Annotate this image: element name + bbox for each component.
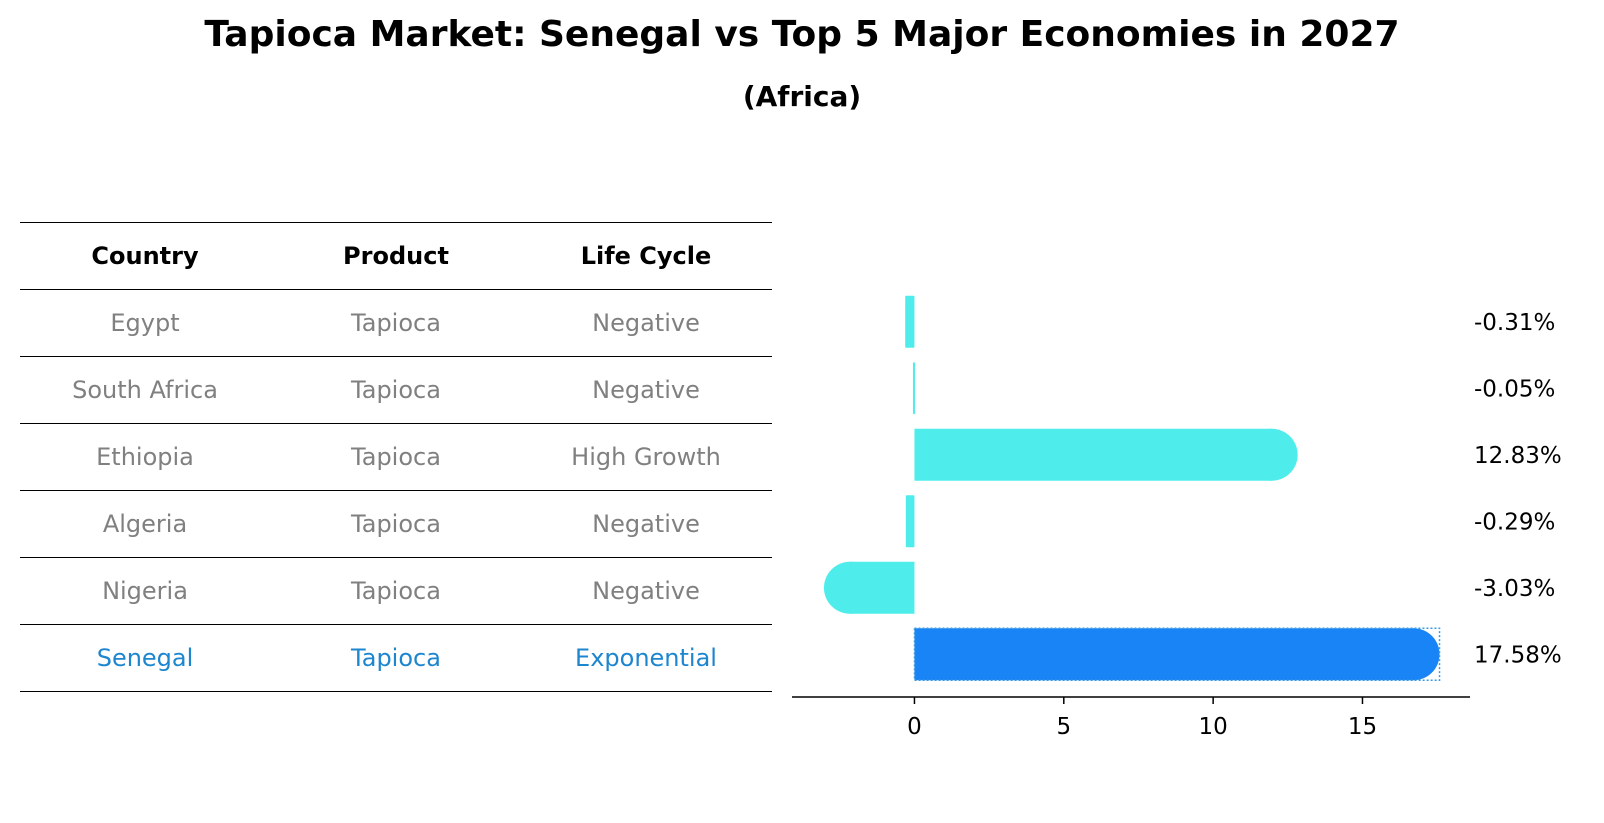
x-tick-label: 5 bbox=[1056, 714, 1071, 740]
x-tick-label: 10 bbox=[1198, 714, 1227, 740]
bar-ethiopia bbox=[914, 428, 1298, 481]
table-row-highlight: Senegal Tapioca Exponential bbox=[20, 624, 772, 692]
table-row: Algeria Tapioca Negative bbox=[20, 490, 772, 557]
header-life-cycle: Life Cycle bbox=[580, 242, 712, 270]
bar-algeria bbox=[905, 495, 915, 548]
header-product: Product bbox=[343, 242, 449, 270]
data-table: Country Product Life Cycle Egypt Tapioca… bbox=[20, 222, 772, 692]
cell-life-cycle: Negative bbox=[592, 376, 700, 404]
x-tick-label: 0 bbox=[907, 714, 922, 740]
cell-country: Ethiopia bbox=[96, 443, 194, 471]
bar-south-africa bbox=[912, 362, 915, 415]
cell-country: Egypt bbox=[110, 309, 180, 337]
cell-country: South Africa bbox=[72, 376, 218, 404]
cell-product: Tapioca bbox=[351, 376, 441, 404]
value-label: 12.83% bbox=[1474, 443, 1562, 469]
cell-country: Algeria bbox=[102, 510, 188, 538]
table-row: Egypt Tapioca Negative bbox=[20, 289, 772, 356]
cell-life-cycle: Negative bbox=[592, 309, 700, 337]
cell-country: Nigeria bbox=[102, 577, 188, 605]
chart-subtitle: (Africa) bbox=[742, 80, 862, 113]
cell-life-cycle: Exponential bbox=[575, 644, 717, 672]
bar-egypt bbox=[905, 295, 915, 348]
value-label: -0.31% bbox=[1474, 310, 1555, 336]
chart-title: Tapioca Market: Senegal vs Top 5 Major E… bbox=[204, 14, 1400, 55]
cell-country: Senegal bbox=[96, 644, 194, 672]
value-label: -3.03% bbox=[1474, 576, 1555, 602]
bar-nigeria bbox=[823, 561, 915, 614]
header-country: Country bbox=[91, 242, 199, 270]
cell-product: Tapioca bbox=[351, 510, 441, 538]
x-tick-label: 15 bbox=[1348, 714, 1377, 740]
cell-product: Tapioca bbox=[351, 309, 441, 337]
cell-life-cycle: High Growth bbox=[571, 443, 721, 471]
bar-senegal bbox=[913, 627, 1441, 681]
value-label: -0.29% bbox=[1474, 509, 1555, 535]
cell-life-cycle: Negative bbox=[592, 577, 700, 605]
cell-product: Tapioca bbox=[351, 577, 441, 605]
value-label: 17.58% bbox=[1474, 642, 1562, 668]
table-row: South Africa Tapioca Negative bbox=[20, 356, 772, 423]
table-row: Ethiopia Tapioca High Growth bbox=[20, 423, 772, 490]
table-header-row: Country Product Life Cycle bbox=[20, 222, 772, 289]
table-row: Nigeria Tapioca Negative bbox=[20, 557, 772, 624]
cell-product: Tapioca bbox=[351, 644, 441, 672]
cell-life-cycle: Negative bbox=[592, 510, 700, 538]
cell-product: Tapioca bbox=[351, 443, 441, 471]
value-label: -0.05% bbox=[1474, 376, 1555, 402]
